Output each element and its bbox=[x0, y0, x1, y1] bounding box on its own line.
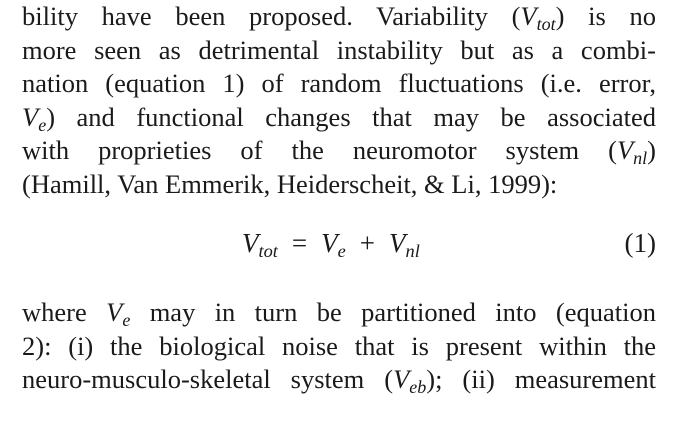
math-symbol: V bbox=[389, 228, 406, 258]
math-symbol: V bbox=[106, 297, 123, 327]
equals-sign: = bbox=[291, 228, 308, 258]
text-line: neuro-musculo-skeletal system (Veb); (ii… bbox=[22, 364, 656, 398]
plus-sign: + bbox=[359, 228, 376, 258]
math-subscript: nl bbox=[405, 241, 420, 262]
math-symbol: V bbox=[321, 228, 338, 258]
text-line: where Ve may in turn be partitioned into… bbox=[22, 297, 656, 331]
math-subscript: e bbox=[38, 114, 47, 135]
equation-number: (1) bbox=[624, 228, 656, 258]
math-symbol: V bbox=[242, 228, 259, 258]
math-symbol: V bbox=[22, 101, 39, 132]
paragraph-variability: bility have been proposed. Variability (… bbox=[22, 0, 656, 202]
math-symbol: V bbox=[520, 1, 537, 31]
text-line: (Hamill, Van Emmerik, Heiderscheit, & Li… bbox=[22, 168, 558, 199]
text-line: more seen as detrimental instability but… bbox=[22, 34, 656, 65]
text-line: nation (equation 1) of random fluctuatio… bbox=[22, 68, 656, 99]
math-subscript: tot bbox=[258, 241, 278, 262]
math-subscript: e bbox=[337, 241, 346, 262]
math-subscript: eb bbox=[409, 377, 427, 398]
text-line: bility have been proposed. Variability (… bbox=[22, 1, 656, 35]
paragraph-partition: where Ve may in turn be partitioned into… bbox=[22, 296, 656, 397]
text-line: 2): (i) the biological noise that is pre… bbox=[22, 330, 656, 361]
text-line: Ve) and functional changes that may be a… bbox=[22, 101, 656, 135]
math-symbol: V bbox=[616, 135, 634, 166]
math-subscript: e bbox=[122, 310, 131, 331]
equation-body: Vtot = Ve + Vnl bbox=[242, 225, 420, 261]
text-line: with proprieties of the neuromotor syste… bbox=[22, 135, 656, 169]
math-subscript: tot bbox=[536, 14, 556, 35]
math-subscript: nl bbox=[633, 148, 648, 169]
math-symbol: V bbox=[393, 364, 410, 395]
equation-1: Vtot = Ve + Vnl (1) bbox=[22, 225, 656, 261]
